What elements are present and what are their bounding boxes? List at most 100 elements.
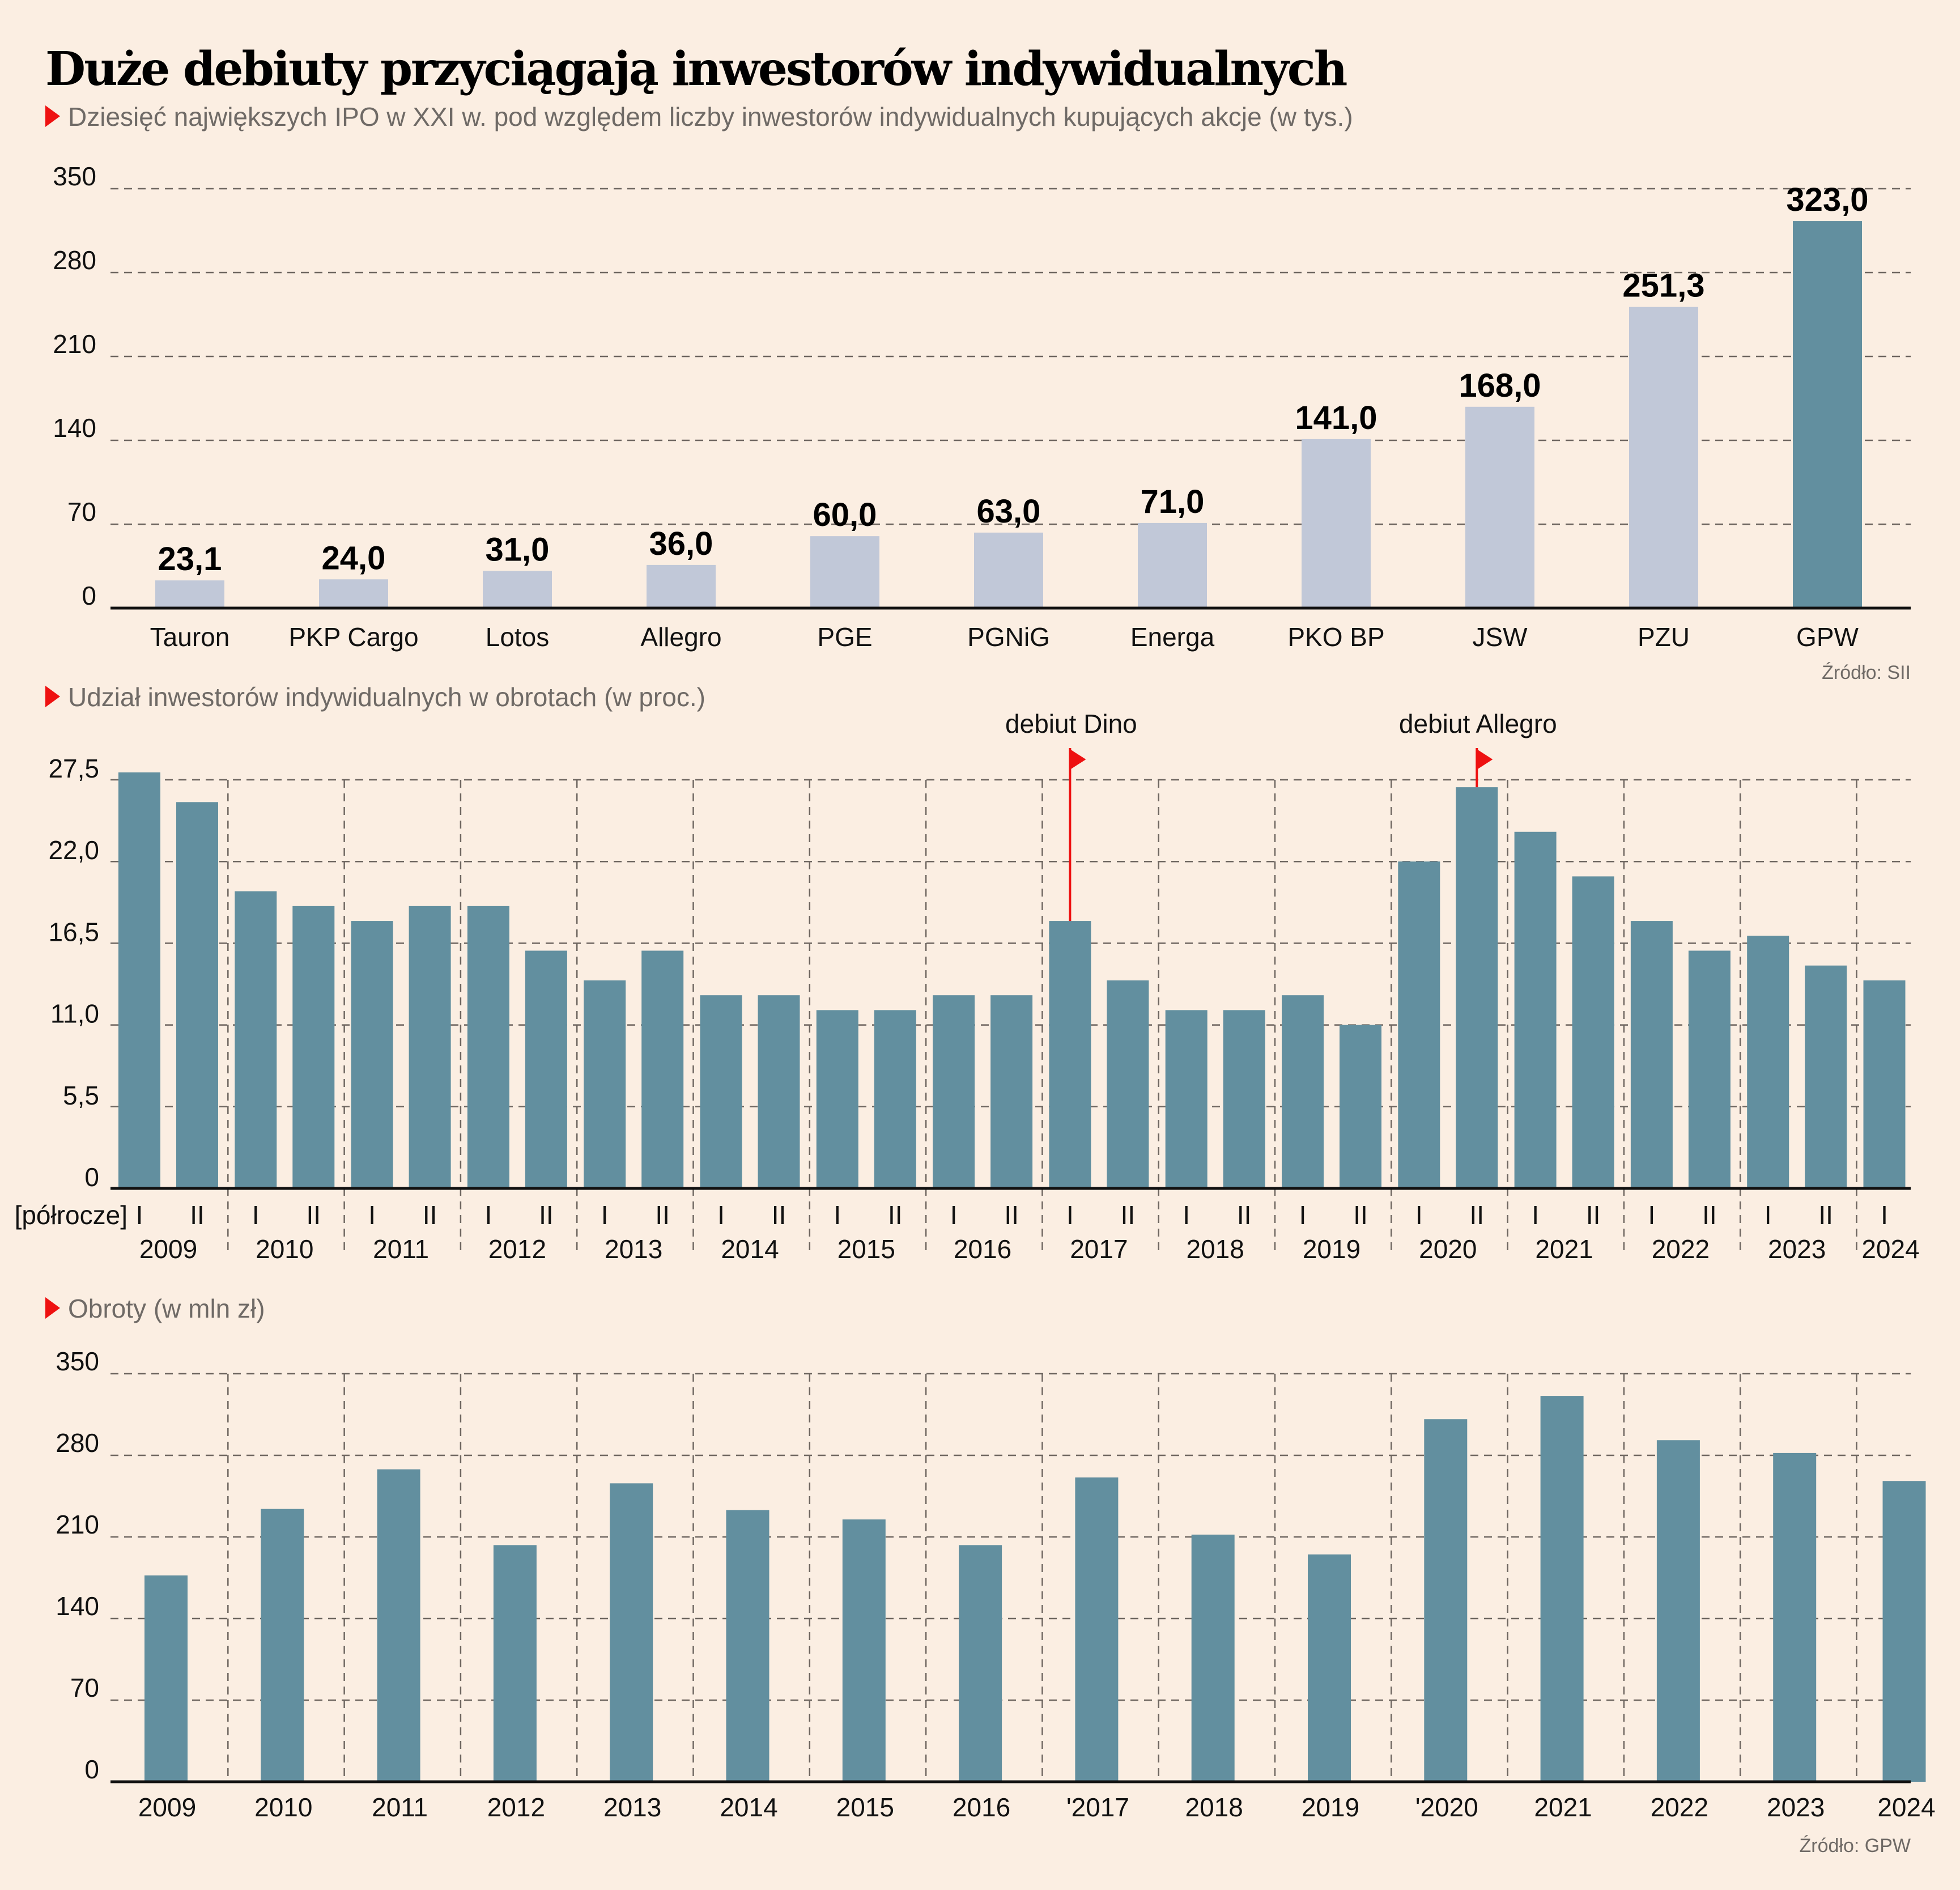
year-label: 2018 <box>1185 1793 1243 1822</box>
bar-2022-ii <box>1688 950 1731 1188</box>
year-label: '2020 <box>1415 1793 1478 1822</box>
data-label: 251,3 <box>1622 267 1704 304</box>
y-tick-label: 70 <box>67 497 96 526</box>
bar-2017 <box>1075 1477 1119 1782</box>
data-label: 24,0 <box>322 540 386 576</box>
turnover-chart: 0 70 140 210 280 350 2009 2010 2011 2012 2013 2014 2… <box>56 1347 1935 1822</box>
y-tick-label: 11,0 <box>50 999 99 1029</box>
category-label: Energa <box>1130 622 1215 652</box>
bar-2019-i <box>1282 995 1324 1188</box>
category-label: PKP Cargo <box>288 622 418 652</box>
bar-2009-i <box>118 772 160 1188</box>
year-label: 2012 <box>488 1234 546 1264</box>
bar-tauron <box>155 580 224 608</box>
year-label: 2018 <box>1187 1234 1244 1264</box>
year-label: 2022 <box>1652 1234 1710 1264</box>
subtitle-marker-icon <box>45 105 60 127</box>
half-year-label: I <box>252 1200 260 1230</box>
bar-gpw <box>1793 221 1862 609</box>
y-tick-label: 350 <box>53 162 96 191</box>
half-year-label: I <box>1066 1200 1074 1230</box>
y-tick-label: 210 <box>53 329 96 359</box>
half-year-label: II <box>1004 1200 1019 1230</box>
bar-2010 <box>261 1509 304 1782</box>
bar-2014-ii <box>758 995 800 1188</box>
year-label: 2017 <box>1070 1234 1128 1264</box>
bar-energa <box>1138 523 1207 608</box>
half-year-label: I <box>1415 1200 1423 1230</box>
bar-pko-bp <box>1302 439 1371 608</box>
year-label: 2014 <box>721 1234 779 1264</box>
bar-2014-i <box>700 995 742 1188</box>
bar-pkp-cargo <box>319 579 388 608</box>
year-label: 2012 <box>487 1793 545 1822</box>
half-year-label: I <box>717 1200 725 1230</box>
bar-2020 <box>1424 1419 1468 1782</box>
bar-2013 <box>610 1483 653 1782</box>
year-label: '2017 <box>1066 1793 1129 1822</box>
half-year-label: I <box>601 1200 609 1230</box>
y-tick-label: 0 <box>84 1755 99 1784</box>
year-label: 2013 <box>603 1793 661 1822</box>
bar-2021 <box>1540 1396 1584 1782</box>
bar-2019 <box>1308 1554 1351 1782</box>
bar-2009 <box>144 1575 188 1782</box>
bar-2016-ii <box>990 995 1033 1188</box>
bar-2023-i <box>1747 936 1789 1188</box>
y-tick-label: 22,0 <box>48 835 99 865</box>
category-label: Allegro <box>640 622 721 652</box>
ipo-chart: 0 70 140 210 280 350 23,1 Tauron 24,0 PKP Cargo 31… <box>53 162 1911 652</box>
bar-2013-ii <box>641 950 684 1188</box>
year-label: 2023 <box>1767 1793 1825 1822</box>
year-label: 2020 <box>1419 1234 1477 1264</box>
year-label: 2015 <box>837 1234 895 1264</box>
data-label: 323,0 <box>1786 181 1868 218</box>
bar-allegro <box>647 564 716 608</box>
year-label: 2016 <box>953 1793 1010 1822</box>
subtitle-marker-icon <box>45 686 60 707</box>
year-label: 2010 <box>254 1793 312 1822</box>
half-year-label: II <box>1702 1200 1717 1230</box>
bar-jsw <box>1465 406 1534 608</box>
bar-2015 <box>842 1519 886 1782</box>
y-tick-label: 0 <box>84 1162 99 1192</box>
year-label: 2023 <box>1768 1234 1826 1264</box>
category-label: PGE <box>817 622 872 652</box>
year-label: 2009 <box>138 1793 196 1822</box>
y-tick-label: 70 <box>70 1673 99 1702</box>
chart2-subtitle: Udział inwestorów indywidualnych w obrot… <box>68 682 705 712</box>
bar-2015-i <box>816 1010 858 1188</box>
bar-2017-ii <box>1107 980 1149 1188</box>
year-label: 2019 <box>1302 1793 1359 1822</box>
bar-2012-i <box>467 906 509 1188</box>
bar-2019-ii <box>1340 1025 1381 1188</box>
year-label: 2010 <box>256 1234 313 1264</box>
bar-2011 <box>377 1469 420 1782</box>
data-label: 31,0 <box>486 531 550 568</box>
bar-2009-ii <box>176 802 218 1188</box>
half-year-label: I <box>1881 1200 1888 1230</box>
bar-2012-ii <box>525 950 567 1188</box>
data-label: 36,0 <box>649 525 713 562</box>
half-year-label: I <box>136 1200 143 1230</box>
y-tick-label: 280 <box>53 245 96 275</box>
half-year-label: II <box>655 1200 670 1230</box>
bar-2015-ii <box>874 1010 916 1188</box>
bar-2023 <box>1773 1452 1817 1782</box>
year-label: 2021 <box>1534 1793 1592 1822</box>
bar-2014 <box>726 1510 769 1782</box>
chart3-source: Źródło: GPW <box>1800 1835 1911 1857</box>
flag-icon <box>1477 749 1493 770</box>
year-label: 2022 <box>1651 1793 1708 1822</box>
y-tick-label: 140 <box>53 413 96 443</box>
chart3-subtitle: Obroty (w mln zł) <box>68 1294 265 1323</box>
half-year-label: I <box>368 1200 376 1230</box>
year-label: 2015 <box>836 1793 894 1822</box>
year-label: 2011 <box>372 1793 428 1822</box>
x-axis-label: [półrocze] <box>15 1200 127 1230</box>
year-label: 2019 <box>1303 1234 1360 1264</box>
bar-2011-i <box>351 921 393 1188</box>
half-year-label: II <box>539 1200 554 1230</box>
y-tick-label: 140 <box>56 1591 99 1621</box>
y-tick-label: 16,5 <box>48 917 99 946</box>
